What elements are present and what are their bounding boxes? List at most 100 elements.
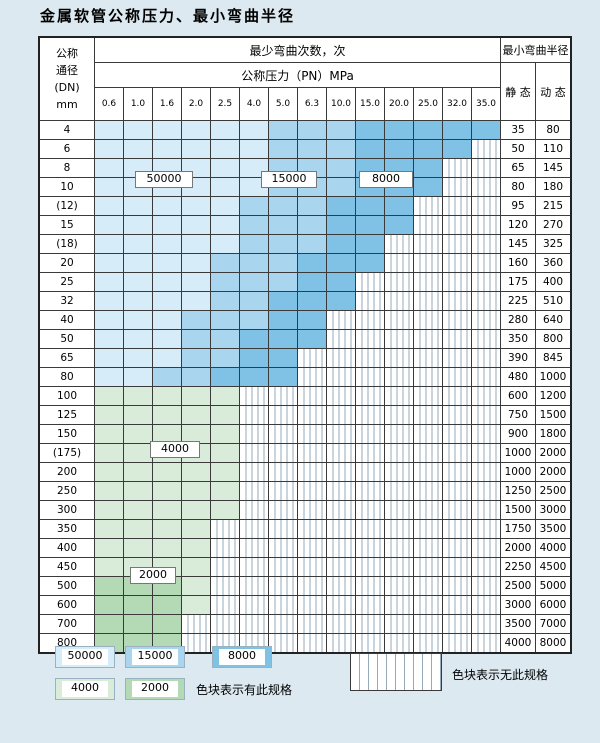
spec-cell	[297, 310, 327, 330]
dn-cell: 6	[38, 139, 95, 159]
table-row: 350 1750 3500	[38, 519, 572, 539]
spec-cell	[326, 120, 356, 140]
spec-cell	[123, 614, 153, 634]
spec-cell	[326, 348, 356, 368]
spec-cell	[355, 310, 385, 330]
table-row: 500 2500 5000	[38, 576, 572, 596]
spec-cell	[384, 196, 414, 216]
spec-cell	[94, 272, 124, 292]
static-radius-cell: 80	[500, 177, 536, 197]
spec-cell	[297, 291, 327, 311]
dn-cell: 500	[38, 576, 95, 596]
spec-cell	[442, 462, 472, 482]
spec-cell	[413, 538, 443, 558]
spec-cell	[442, 234, 472, 254]
spec-cell	[210, 120, 240, 140]
spec-cell	[442, 405, 472, 425]
dn-cell: 32	[38, 291, 95, 311]
spec-cell	[413, 557, 443, 577]
spec-cell	[442, 633, 472, 654]
spec-cell	[442, 177, 472, 197]
spec-cell	[123, 234, 153, 254]
spec-cell	[326, 196, 356, 216]
spec-cell	[94, 234, 124, 254]
spec-cell	[413, 120, 443, 140]
dynamic-radius-cell: 7000	[535, 614, 572, 634]
spec-cell	[355, 614, 385, 634]
spec-cell	[355, 424, 385, 444]
table-row: 15 120 270	[38, 215, 572, 235]
spec-cell	[297, 633, 327, 654]
dn-cell: 4	[38, 120, 95, 140]
dynamic-radius-cell: 400	[535, 272, 572, 292]
spec-cell	[384, 519, 414, 539]
spec-cell	[152, 139, 182, 159]
spec-cell	[123, 595, 153, 615]
spec-cell	[152, 196, 182, 216]
pressure-col-header: 10.0	[326, 87, 356, 121]
spec-cell	[181, 367, 211, 387]
spec-cell	[413, 386, 443, 406]
spec-cell	[326, 386, 356, 406]
spec-cell	[297, 519, 327, 539]
dynamic-radius-cell: 1000	[535, 367, 572, 387]
spec-cell	[152, 234, 182, 254]
spec-cell	[268, 405, 298, 425]
spec-cell	[123, 348, 153, 368]
spec-cell	[239, 253, 269, 273]
dn-cell: (175)	[38, 443, 95, 463]
spec-cell	[210, 291, 240, 311]
spec-cell	[94, 462, 124, 482]
spec-cell	[181, 614, 211, 634]
spec-cell	[152, 462, 182, 482]
spec-cell	[239, 576, 269, 596]
spec-cell	[239, 291, 269, 311]
spec-cell	[384, 329, 414, 349]
spec-cell	[123, 310, 153, 330]
spec-cell	[181, 291, 211, 311]
spec-cell	[210, 614, 240, 634]
dynamic-radius-cell: 1500	[535, 405, 572, 425]
table-row: 4 35 80	[38, 120, 572, 140]
spec-cell	[239, 139, 269, 159]
dynamic-radius-cell: 4000	[535, 538, 572, 558]
spec-cell	[355, 500, 385, 520]
spec-cell	[181, 234, 211, 254]
spec-cell	[123, 367, 153, 387]
spec-cell	[413, 329, 443, 349]
spec-cell	[384, 633, 414, 654]
spec-cell	[268, 500, 298, 520]
spec-cell	[413, 348, 443, 368]
table-row: 400 2000 4000	[38, 538, 572, 558]
static-radius-cell: 480	[500, 367, 536, 387]
spec-cell	[384, 405, 414, 425]
table-row: (18) 145 325	[38, 234, 572, 254]
spec-cell	[355, 139, 385, 159]
spec-cell	[268, 367, 298, 387]
static-radius-cell: 1500	[500, 500, 536, 520]
pressure-col-header: 20.0	[384, 87, 414, 121]
spec-cell	[181, 139, 211, 159]
spec-cell	[326, 538, 356, 558]
static-radius-cell: 2250	[500, 557, 536, 577]
spec-cell	[268, 329, 298, 349]
table-row: 200 1000 2000	[38, 462, 572, 482]
spec-cell	[268, 462, 298, 482]
spec-cell	[326, 234, 356, 254]
spec-cell	[384, 139, 414, 159]
spec-cell	[94, 310, 124, 330]
spec-table: 公称 通径 (DN) mm 最少弯曲次数，次 最小弯曲半径 公称压力（PN）MP…	[38, 36, 572, 654]
spec-cell	[239, 329, 269, 349]
spec-cell	[442, 120, 472, 140]
header-row-2: 公称压力（PN）MPa 静 态 动 态	[39, 62, 572, 121]
spec-cell	[239, 481, 269, 501]
spec-cell	[442, 424, 472, 444]
spec-cell	[123, 215, 153, 235]
dn-cell: 450	[38, 557, 95, 577]
spec-cell	[297, 215, 327, 235]
spec-cell	[239, 500, 269, 520]
pressure-col-header: 2.5	[210, 87, 240, 121]
dynamic-radius-cell: 215	[535, 196, 572, 216]
dn-cell: 700	[38, 614, 95, 634]
spec-cell	[355, 576, 385, 596]
